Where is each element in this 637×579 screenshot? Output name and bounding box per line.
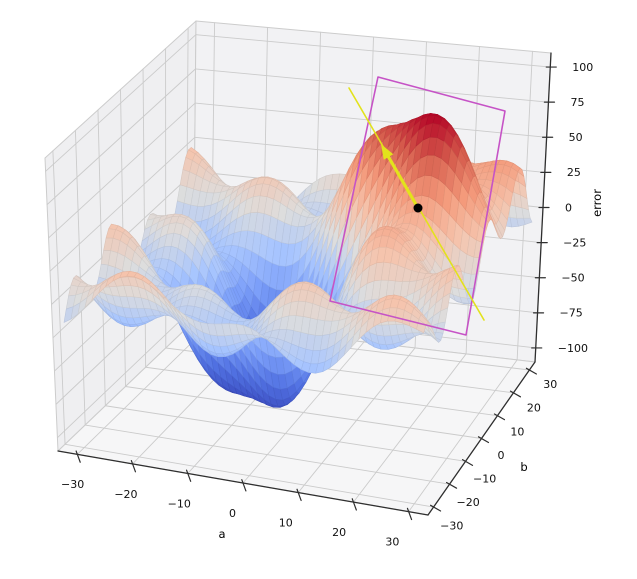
3d-surface-plot-figure: a b error: [0, 0, 637, 579]
surface-plot-canvas: [0, 0, 637, 579]
